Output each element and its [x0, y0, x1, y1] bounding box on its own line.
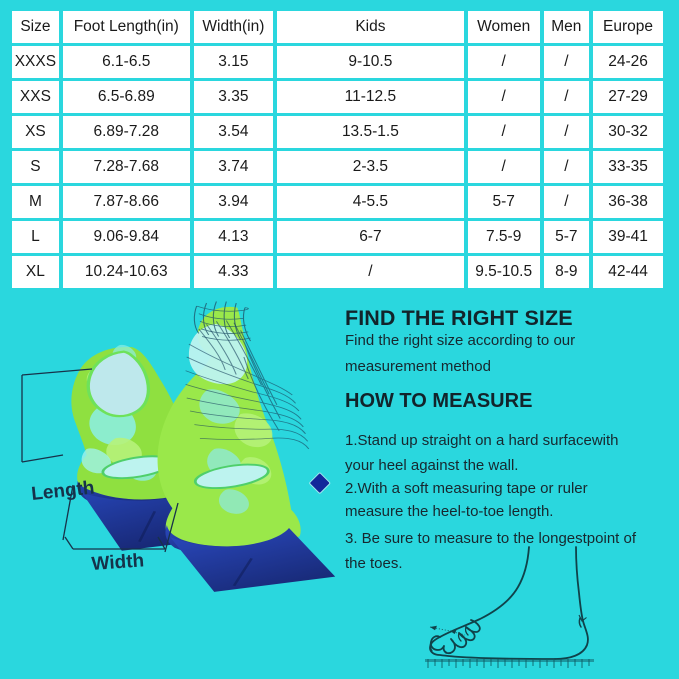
svg-text:Width: Width: [91, 550, 145, 575]
svg-text:Length: Length: [30, 477, 95, 505]
